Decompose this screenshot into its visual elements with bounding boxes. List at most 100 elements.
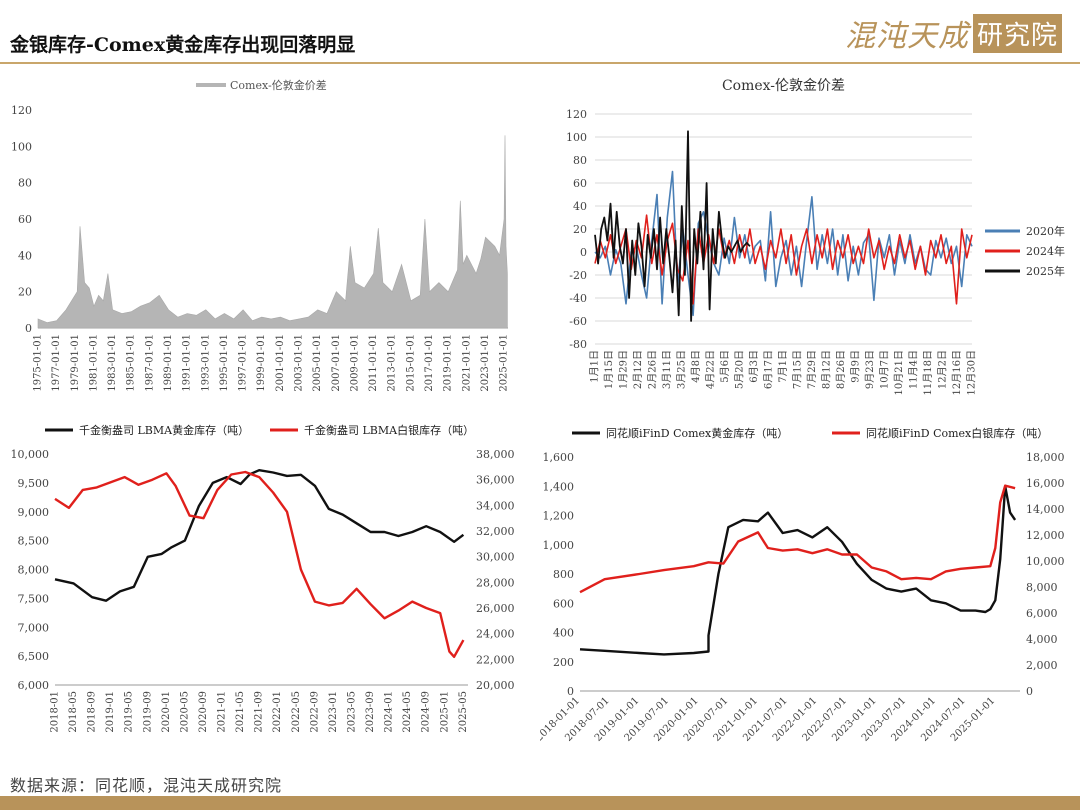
y-left-tick-label: 600 xyxy=(553,597,574,610)
y-left-tick-label: 0 xyxy=(567,685,574,698)
x-tick-label: 2025-01-01 xyxy=(499,334,510,392)
x-tick-label: 2025-05 xyxy=(458,691,469,733)
legend-label: 千金衡盎司 LBMA白银库存（吨） xyxy=(304,423,474,437)
x-tick-label: 2020-05 xyxy=(179,691,190,733)
header-divider xyxy=(0,62,1080,64)
x-tick-label: 2007-01-01 xyxy=(331,334,342,392)
logo-text-right: 研究院 xyxy=(973,13,1063,53)
series-area-spread xyxy=(37,135,508,329)
x-tick-label: 5月6日 xyxy=(719,350,731,383)
logo-text-left: 混沌天成 xyxy=(845,19,969,54)
x-tick-label: 2024-01 xyxy=(384,691,395,733)
x-tick-label: 5月20日 xyxy=(734,350,746,389)
y-right-tick-label: 10,000 xyxy=(1026,555,1065,568)
chart-comex-inventory: 0 200 400 600 800 1,000 1,200 1,400 1,600 0 2,000 4… xyxy=(540,426,1065,744)
x-tick-label: 2024-09 xyxy=(421,691,432,733)
x-tick-label: 3月11日 xyxy=(661,350,673,389)
y-left-tick-label: 9,500 xyxy=(18,477,50,490)
x-tick-label: 2018-05 xyxy=(68,691,79,733)
x-tick-label: 1999-01-01 xyxy=(256,334,267,392)
y-right-tick-label: 22,000 xyxy=(476,653,515,666)
y-tick-label: -80 xyxy=(569,338,587,351)
series-line-3 xyxy=(594,130,751,322)
y-left-tick-label: 10,000 xyxy=(11,448,50,461)
y-left-tick-label: 6,000 xyxy=(18,679,50,692)
y-left-tick-label: 1,200 xyxy=(543,510,575,523)
y-tick-label: 0 xyxy=(580,246,587,259)
x-tick-label: 2009-01-01 xyxy=(349,334,360,392)
x-tick-label: 1997-01-01 xyxy=(238,334,249,392)
y-tick-label: -20 xyxy=(569,269,587,282)
y-tick-label: 120 xyxy=(11,104,32,117)
x-tick-label: 1993-01-01 xyxy=(200,334,211,392)
y-right-tick-label: 4,000 xyxy=(1026,633,1058,646)
x-tick-label: 1981-01-01 xyxy=(88,334,99,392)
x-tick-label: 2019-05 xyxy=(124,691,135,733)
x-tick-label: 1月29日 xyxy=(618,350,630,389)
x-tick-label: 1983-01-01 xyxy=(107,334,118,392)
x-tick-label: 4月22日 xyxy=(705,350,717,389)
x-tick-label: 9月9日 xyxy=(850,350,862,383)
y-left-tick-label: 1,400 xyxy=(543,480,575,493)
y-left-tick-label: 9,000 xyxy=(18,506,50,519)
x-tick-label: 2018-09 xyxy=(87,691,98,733)
x-tick-label: 10月7日 xyxy=(879,350,891,389)
page-title: 金银库存-Comex黄金库存出现回落明显 xyxy=(10,34,356,56)
y-tick-label: 80 xyxy=(18,177,32,190)
y-left-tick-label: 1,600 xyxy=(543,451,575,464)
legend-label: 2020年 xyxy=(1026,224,1065,238)
y-tick-label: 0 xyxy=(25,322,32,335)
x-tick-label: 1975-01-01 xyxy=(33,334,44,392)
data-source-note: 数据来源：同花顺，混沌天成研究院 xyxy=(10,776,283,795)
x-tick-label: 2003-01-01 xyxy=(294,334,305,392)
x-tick-label: 9月23日 xyxy=(864,350,876,389)
y-right-tick-label: 0 xyxy=(1026,685,1033,698)
x-tick-label: 8月26日 xyxy=(835,350,847,389)
y-right-tick-label: 6,000 xyxy=(1026,607,1058,620)
x-tick-label: 3月25日 xyxy=(676,350,688,389)
x-tick-label: 2011-01-01 xyxy=(368,334,379,392)
series-line-2 xyxy=(54,470,465,658)
x-tick-label: 11月18日 xyxy=(922,350,934,395)
y-right-tick-label: 36,000 xyxy=(476,474,515,487)
x-tick-label: 1985-01-01 xyxy=(126,334,137,392)
y-right-tick-label: 20,000 xyxy=(476,679,515,692)
x-tick-label: 10月21日 xyxy=(893,350,905,395)
series-line-2 xyxy=(579,484,1016,594)
x-tick-label: 12月16日 xyxy=(951,350,963,395)
y-right-tick-label: 38,000 xyxy=(476,448,515,461)
y-tick-label: 60 xyxy=(573,177,587,190)
legend-label: 同花顺iFinD Comex黄金库存（吨） xyxy=(606,426,788,440)
y-left-tick-label: 800 xyxy=(553,568,574,581)
x-tick-label: 12月30日 xyxy=(966,350,978,395)
y-tick-label: 120 xyxy=(566,108,587,121)
y-right-tick-label: 14,000 xyxy=(1026,503,1065,516)
x-tick-label: 2005-01-01 xyxy=(312,334,323,392)
brand-logo: 混沌天成 研究院 xyxy=(845,13,1063,54)
x-tick-label: 2015-01-01 xyxy=(405,334,416,392)
x-tick-label: 2021-05 xyxy=(235,691,246,733)
x-tick-label: 2019-01-01 xyxy=(443,334,454,392)
y-left-tick-label: 400 xyxy=(553,627,574,640)
x-tick-label: 2022-05 xyxy=(291,691,302,733)
x-tick-label: 2022-09 xyxy=(309,691,320,733)
x-tick-label: 2025-01 xyxy=(439,691,450,733)
x-tick-label: 8月12日 xyxy=(821,350,833,389)
y-tick-label: 80 xyxy=(573,154,587,167)
y-tick-label: 100 xyxy=(11,140,32,153)
legend-label: 2025年 xyxy=(1026,264,1065,278)
x-tick-label: 2018-01 xyxy=(50,691,61,733)
x-tick-label: 2020-01 xyxy=(161,691,172,733)
x-tick-label: 2023-05 xyxy=(346,691,357,733)
x-tick-label: 7月29日 xyxy=(806,350,818,389)
y-right-tick-label: 2,000 xyxy=(1026,659,1058,672)
y-left-tick-label: 6,500 xyxy=(18,650,50,663)
series-line-1 xyxy=(579,485,1017,656)
x-tick-label: 7月1日 xyxy=(777,350,789,383)
x-tick-label: 2021-09 xyxy=(254,691,265,733)
x-tick-label: 2020-09 xyxy=(198,691,209,733)
y-tick-label: -40 xyxy=(569,292,587,305)
x-tick-label: 7月15日 xyxy=(792,350,804,389)
x-tick-label: 2023-09 xyxy=(365,691,376,733)
footer-bar xyxy=(0,796,1080,810)
